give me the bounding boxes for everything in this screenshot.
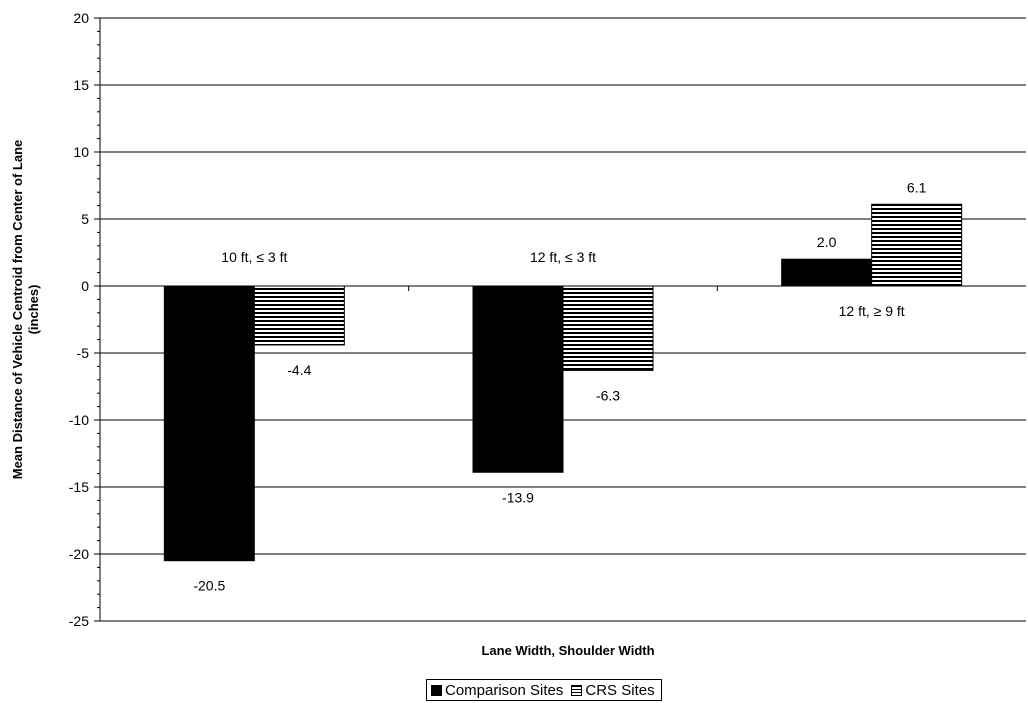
legend: Comparison Sites CRS Sites (426, 679, 662, 701)
bar-crs (562, 285, 654, 371)
category-label: 12 ft, ≥ 9 ft (839, 303, 905, 319)
legend-swatch-solid (431, 684, 442, 696)
legend-item-comparison: Comparison Sites (431, 682, 563, 699)
data-label: -20.5 (193, 578, 225, 594)
legend-swatch-hatch (571, 684, 583, 696)
y-tick-label: -5 (77, 345, 90, 361)
legend-label-comparison: Comparison Sites (445, 681, 564, 699)
data-label: -6.3 (596, 387, 620, 403)
bar-crs (871, 203, 963, 287)
y-tick-label: -10 (69, 412, 89, 428)
bars (163, 203, 963, 562)
category-label: 10 ft, ≤ 3 ft (221, 249, 287, 265)
legend-item-crs: CRS Sites (571, 681, 655, 699)
legend-label-crs: CRS Sites (585, 681, 655, 699)
data-label: -13.9 (502, 489, 534, 505)
data-label: 2.0 (817, 234, 837, 250)
y-tick-label: 20 (73, 10, 89, 26)
data-label: -4.4 (287, 362, 311, 378)
y-tick-label: 10 (73, 144, 89, 160)
y-tick-label: 5 (81, 211, 89, 227)
y-axis-title: Mean Distance of Vehicle Centroid from C… (10, 140, 25, 480)
bar-crs (253, 285, 345, 346)
y-tick-label: 15 (73, 77, 89, 93)
bar-comparison (472, 285, 564, 473)
labels: -20.5 -4.4 10 ft, ≤ 3 ft -13.9 -6.3 12 ft, ≤ … (193, 179, 926, 593)
bar-comparison (781, 258, 873, 287)
data-label: 6.1 (907, 179, 927, 195)
y-axis-title-unit: (inches) (26, 285, 41, 335)
bar-comparison (163, 285, 255, 562)
y-tick-label: -15 (69, 479, 89, 495)
y-tick-label: -20 (69, 546, 89, 562)
y-tick-label: 0 (81, 278, 89, 294)
category-label: 12 ft, ≤ 3 ft (530, 249, 596, 265)
y-tick-label: -25 (69, 613, 89, 629)
x-axis-title: Lane Width, Shoulder Width (481, 643, 654, 658)
axes: 20 15 10 5 0 -5 -10 -15 -20 -25 (69, 10, 718, 629)
